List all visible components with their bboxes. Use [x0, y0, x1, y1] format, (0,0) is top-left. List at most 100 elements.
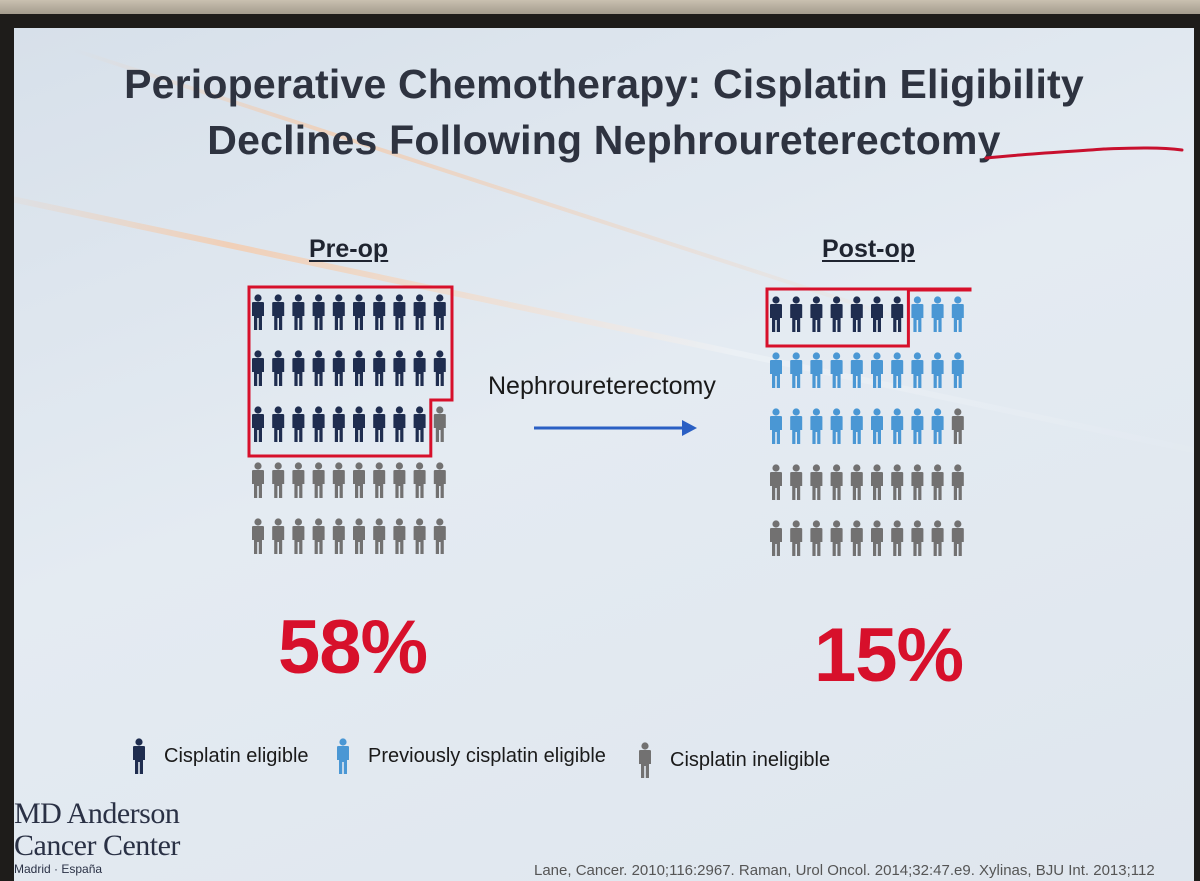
person-icon — [252, 406, 264, 442]
slide-title: Perioperative Chemotherapy: Cisplatin El… — [94, 56, 1114, 168]
title-line-1: Perioperative Chemotherapy: Cisplatin El… — [124, 61, 1084, 107]
person-icon — [353, 350, 365, 386]
person-icon — [353, 294, 365, 330]
person-icon — [810, 352, 823, 388]
preop-pictogram — [247, 285, 454, 554]
person-icon — [871, 464, 883, 500]
person-icon — [871, 520, 883, 556]
person-icon — [790, 352, 803, 388]
person-icon — [850, 408, 863, 444]
person-icon — [639, 742, 651, 778]
person-icon — [433, 518, 446, 554]
person-icon — [272, 462, 285, 498]
person-icon — [770, 296, 782, 332]
person-icon — [312, 406, 325, 442]
person-icon — [312, 350, 325, 386]
person-icon — [891, 296, 904, 332]
person-icon — [891, 464, 904, 500]
person-icon — [332, 294, 345, 330]
person-icon — [790, 296, 803, 332]
person-icon — [830, 352, 843, 388]
person-icon — [252, 462, 264, 498]
person-icon — [911, 296, 924, 332]
person-icon — [830, 296, 843, 332]
person-icon — [413, 350, 426, 386]
person-icon — [770, 352, 782, 388]
person-icon — [272, 350, 285, 386]
person-icon — [871, 408, 883, 444]
person-icon — [891, 352, 904, 388]
legend-item-eligible: Cisplatin eligible — [132, 736, 309, 776]
person-icon — [951, 464, 964, 500]
person-icon — [292, 350, 305, 386]
logo-line-3: Madrid · España — [14, 862, 103, 876]
person-icon — [790, 464, 803, 500]
logo-line-1: MD Anderson — [14, 797, 180, 830]
person-icon — [353, 406, 365, 442]
person-icon — [292, 294, 305, 330]
person-icon — [433, 462, 446, 498]
highlight-outline — [765, 287, 972, 348]
person-icon — [433, 406, 446, 442]
legend-label: Previously cisplatin eligible — [368, 744, 606, 767]
person-icon — [353, 518, 365, 554]
person-icon — [373, 518, 386, 554]
person-icon — [272, 518, 285, 554]
person-icon — [770, 408, 782, 444]
person-icon — [292, 518, 305, 554]
person-icon — [810, 296, 823, 332]
person-icon — [810, 464, 823, 500]
person-icon — [911, 520, 924, 556]
person-icon — [272, 294, 285, 330]
person-icon — [373, 462, 386, 498]
person-icon — [951, 520, 964, 556]
person-icon — [911, 408, 924, 444]
person-icon — [393, 350, 406, 386]
person-icon — [133, 738, 145, 774]
person-icon — [393, 462, 406, 498]
title-line-2: Declines Following Nephroureterectomy — [207, 117, 1001, 163]
citation: Lane, Cancer. 2010;116:2967. Raman, Urol… — [534, 862, 1155, 879]
person-icon — [790, 520, 803, 556]
person-icon — [770, 520, 782, 556]
person-icon — [810, 520, 823, 556]
person-icon — [353, 462, 365, 498]
person-icon — [332, 406, 345, 442]
legend-label: Cisplatin ineligible — [670, 748, 831, 771]
person-icon — [433, 294, 446, 330]
logo-line-2: Cancer Center — [14, 829, 180, 862]
person-icon — [850, 464, 863, 500]
person-icon — [252, 350, 264, 386]
postop-percent: 15% — [814, 613, 964, 698]
person-icon — [337, 738, 349, 774]
person-icon — [373, 350, 386, 386]
person-icon — [312, 462, 325, 498]
slide-screen: Perioperative Chemotherapy: Cisplatin El… — [14, 28, 1194, 881]
highlight-outline — [247, 285, 454, 458]
person-icon — [931, 296, 944, 332]
person-icon — [770, 464, 782, 500]
person-icon — [433, 350, 446, 386]
right-arrow-icon — [534, 420, 697, 436]
person-icon — [951, 408, 964, 444]
person-icon — [413, 294, 426, 330]
person-icon — [332, 462, 345, 498]
person-icon — [413, 518, 426, 554]
person-icon — [951, 296, 964, 332]
person-icon — [911, 352, 924, 388]
person-icon — [951, 352, 964, 388]
person-icon — [393, 406, 406, 442]
legend-item-ineligible: Cisplatin ineligible — [638, 740, 830, 780]
person-icon — [830, 520, 843, 556]
md-anderson-logo: MD Anderson Cancer Center Madrid · Españ… — [14, 797, 180, 877]
person-icon — [931, 464, 944, 500]
person-icon — [891, 408, 904, 444]
person-icon — [931, 352, 944, 388]
person-icon — [850, 520, 863, 556]
person-icon — [931, 408, 944, 444]
postop-pictogram — [765, 287, 972, 556]
person-icon — [393, 294, 406, 330]
preop-label: Pre-op — [309, 235, 389, 263]
person-icon — [871, 296, 883, 332]
person-icon — [373, 294, 386, 330]
